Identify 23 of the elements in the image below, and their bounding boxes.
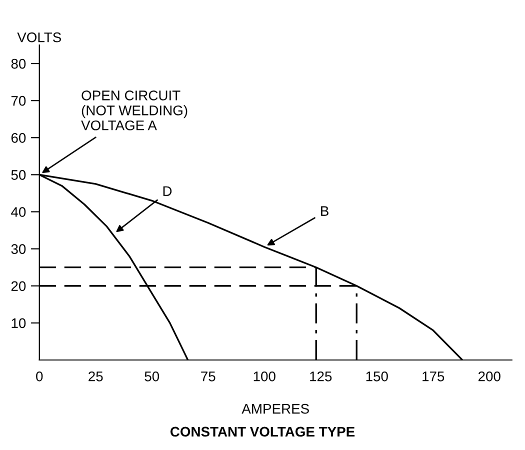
y-tick-label: 30 xyxy=(11,244,26,254)
x-tick-label: 0 xyxy=(36,371,43,382)
x-tick-label: 100 xyxy=(254,371,276,382)
x-axis-title: AMPERES xyxy=(242,404,309,414)
y-tick-label: 50 xyxy=(11,170,26,180)
x-tick-label: 75 xyxy=(201,372,216,382)
text: CONSTANT VOLTAGE TYPE xyxy=(170,426,355,437)
annotation: B xyxy=(321,206,328,216)
x-tick-label: 150 xyxy=(366,371,388,382)
y-tick-label: 40 xyxy=(11,207,26,217)
x-tick-label: 175 xyxy=(422,372,444,382)
annotation: D xyxy=(163,186,172,196)
y-tick-label: 80 xyxy=(11,58,26,69)
y-tick-label: 60 xyxy=(11,132,26,143)
y-tick-label: 70 xyxy=(11,96,26,106)
y-tick-label: 10 xyxy=(12,318,26,328)
annotation: OPEN CIRCUIT (NOT WELDING) VOLTAGE A xyxy=(81,90,188,130)
x-tick-label: 50 xyxy=(144,371,160,382)
y-tick-label: 20 xyxy=(11,281,26,292)
y-axis-title: VOLTS xyxy=(17,32,61,42)
x-tick-label: 200 xyxy=(478,371,500,382)
x-tick-label: 25 xyxy=(88,371,103,382)
x-tick-label: 125 xyxy=(310,371,332,382)
